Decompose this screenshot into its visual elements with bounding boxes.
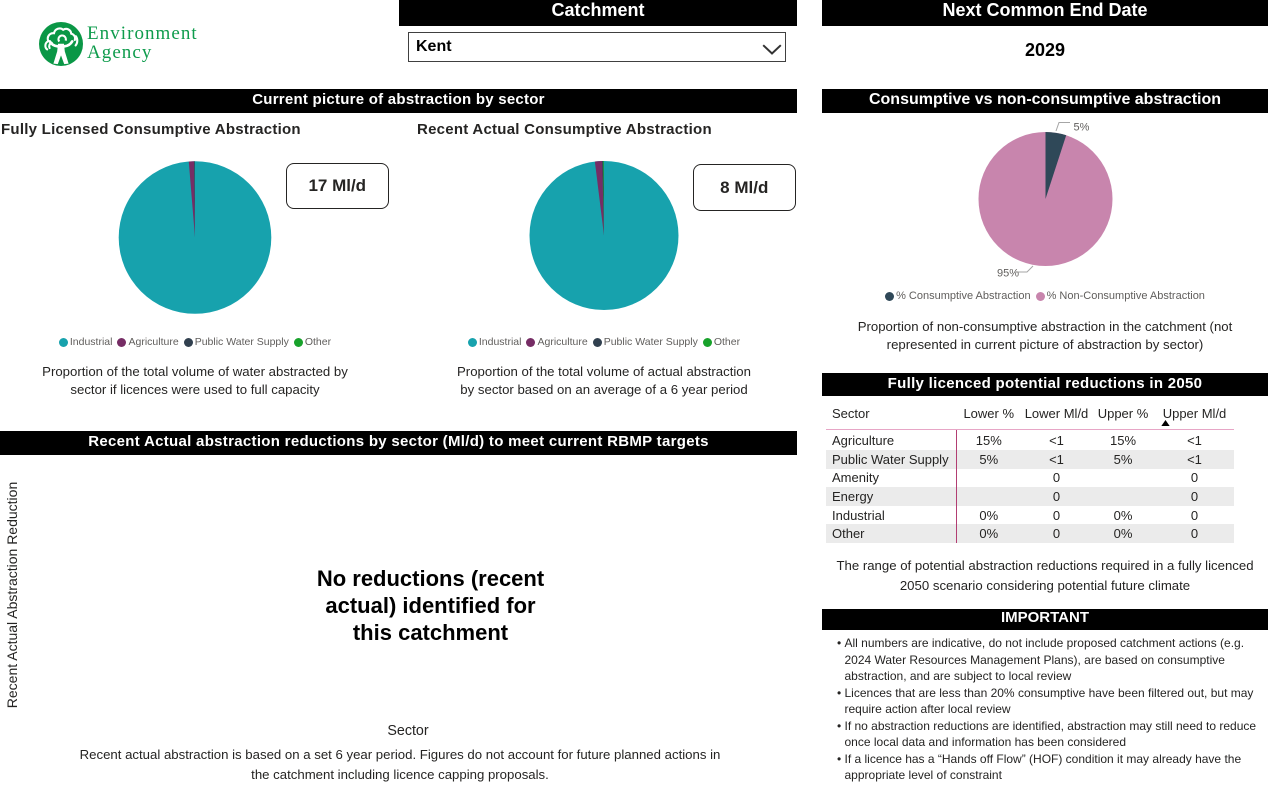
svg-text:95%: 95% bbox=[997, 268, 1019, 280]
svg-text:5%: 5% bbox=[1074, 122, 1090, 134]
